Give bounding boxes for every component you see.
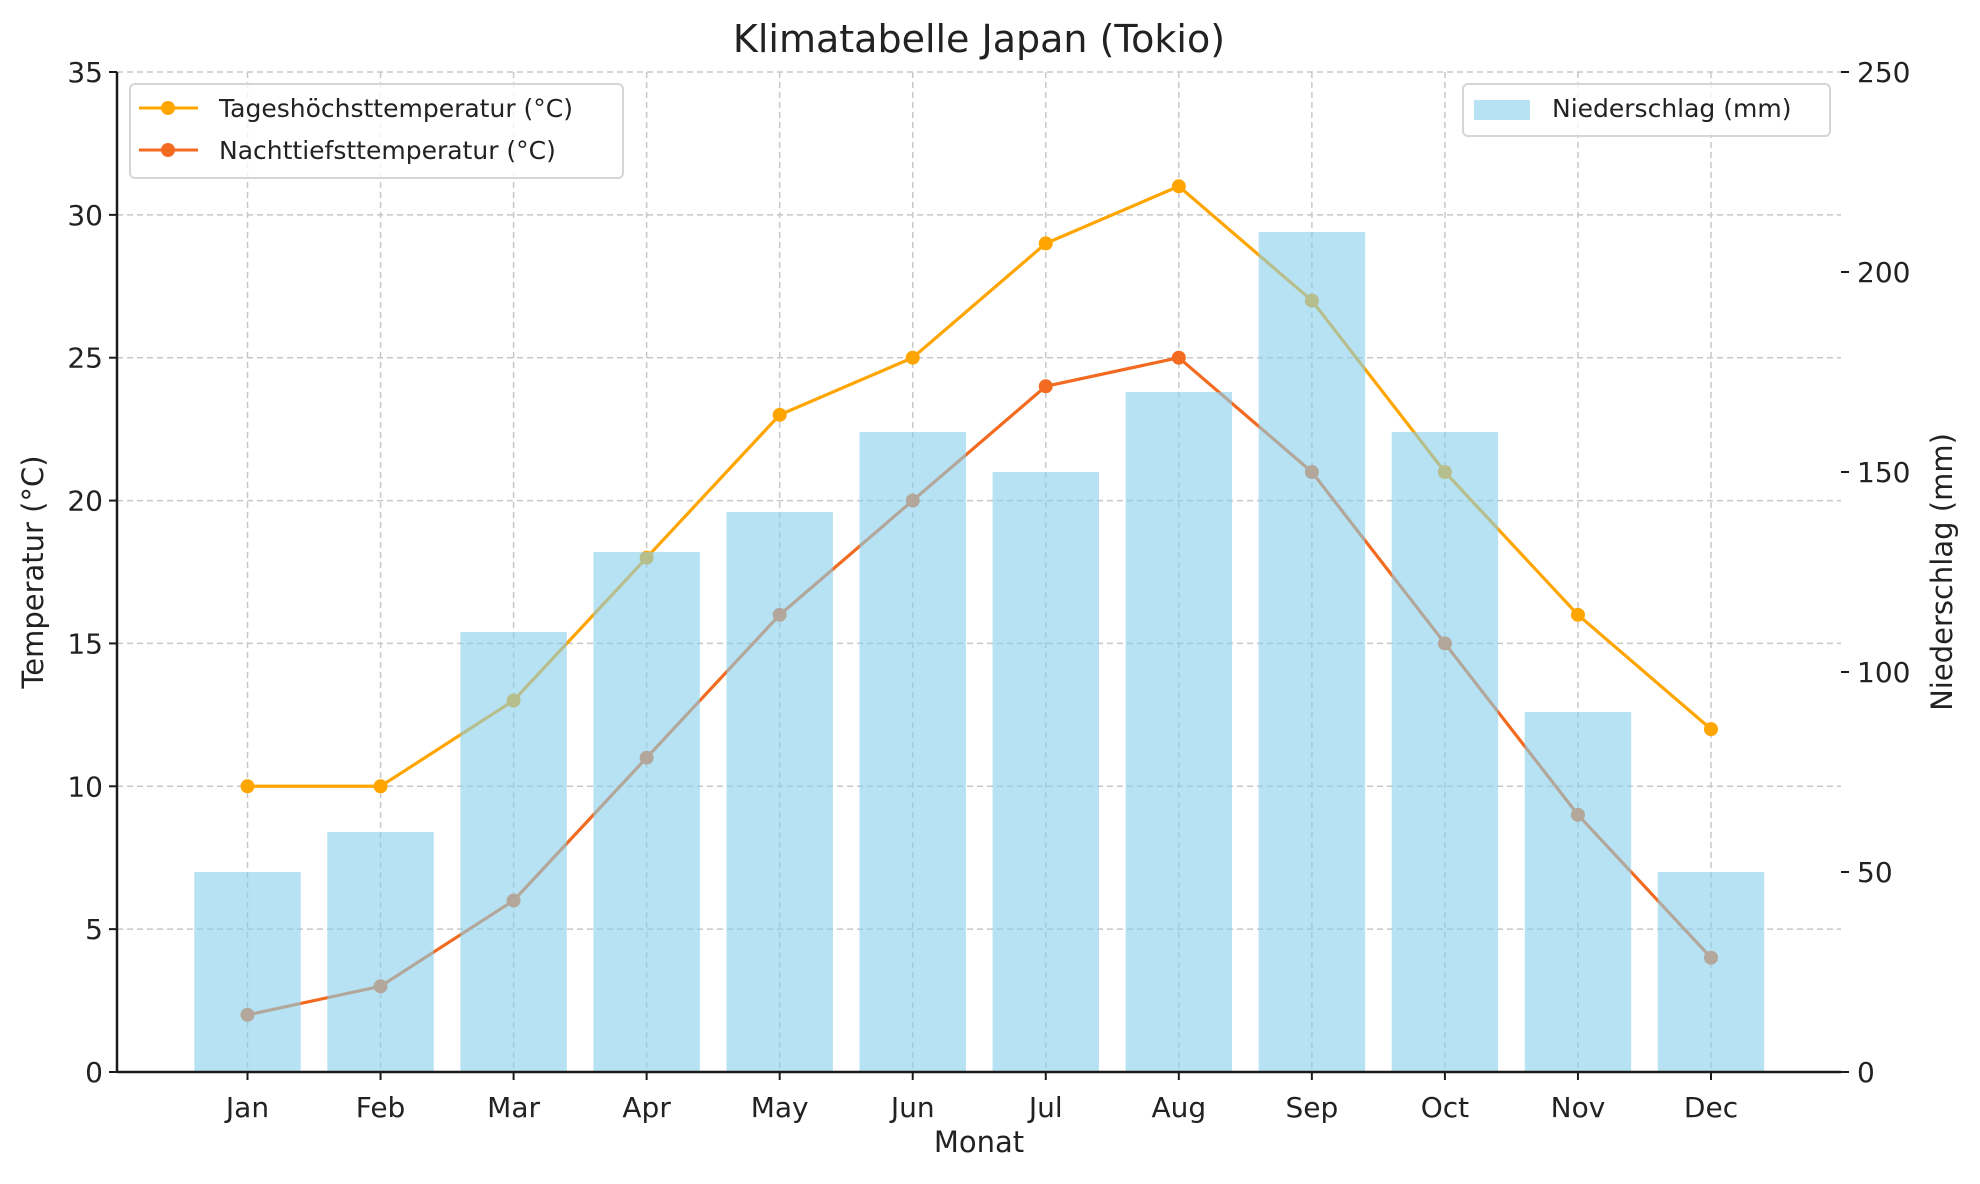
precipitation-bars	[194, 232, 1765, 1072]
bar-Sep	[1258, 232, 1366, 1072]
y-tick-label: 10	[67, 770, 103, 803]
data-point-0-Jun	[905, 350, 920, 365]
data-point-0-Jan	[240, 779, 255, 794]
legend-precipitation: Niederschlag (mm)	[1462, 83, 1831, 137]
bar-Mar	[460, 632, 567, 1072]
bar-Apr	[593, 552, 700, 1072]
data-point-0-Nov	[1570, 607, 1585, 622]
y-tick-label: 25	[67, 342, 103, 375]
x-tick-label-Jun: Jun	[889, 1091, 935, 1124]
x-tick-label-Nov: Nov	[1551, 1091, 1606, 1124]
data-point-1-Jul	[1038, 379, 1053, 394]
x-tick-label-Jul: Jul	[1027, 1091, 1063, 1124]
data-point-0-Feb	[373, 779, 388, 794]
x-tick-label-Mar: Mar	[487, 1091, 540, 1124]
x-tick-label-May: May	[751, 1091, 809, 1124]
legend-low-marker-icon	[161, 143, 175, 157]
bar-May	[726, 512, 833, 1072]
data-point-0-May	[772, 407, 787, 422]
legend-low-label: Nachttiefsttemperatur (°C)	[219, 136, 556, 165]
x-tick-label-Feb: Feb	[356, 1091, 406, 1124]
legend-temperature: Tageshöchsttemperatur (°C) Nachttiefstte…	[129, 83, 624, 179]
y2-tick-label: 250	[1857, 56, 1910, 89]
bar-Feb	[327, 832, 434, 1072]
data-point-0-Dec	[1704, 722, 1718, 737]
data-point-0-Jul	[1038, 236, 1053, 251]
x-tick-label-Oct: Oct	[1421, 1091, 1469, 1124]
y-tick-label: 35	[67, 56, 103, 89]
data-point-0-Aug	[1171, 179, 1186, 194]
bar-Dec	[1657, 872, 1765, 1072]
y2-axis-label: Niederschlag (mm)	[1925, 433, 1959, 711]
axes: 0 5 10 15 20 25 30 35 0 50 100 150 200 250 Jan Feb Mar Ap…	[67, 56, 1910, 1124]
x-tick-label-Jan: Jan	[224, 1091, 269, 1124]
y2-tick-label: 50	[1857, 856, 1893, 889]
chart-title: Klimatabelle Japan (Tokio)	[733, 17, 1225, 61]
y-axis-label: Temperatur (°C)	[16, 455, 50, 689]
x-tick-label-Dec: Dec	[1684, 1091, 1738, 1124]
legend-high-label: Tageshöchsttemperatur (°C)	[218, 94, 573, 123]
x-tick-label-Sep: Sep	[1285, 1091, 1338, 1124]
y2-tick-label: 150	[1857, 456, 1910, 489]
y2-tick-label: 100	[1857, 656, 1910, 689]
bar-Aug	[1125, 392, 1233, 1072]
y2-tick-label: 200	[1857, 256, 1910, 289]
y-tick-label: 5	[85, 913, 103, 946]
legend-precip-label: Niederschlag (mm)	[1552, 94, 1791, 123]
x-axis-label: Monat	[934, 1125, 1024, 1159]
y2-tick-label: 0	[1857, 1056, 1875, 1089]
x-tick-label-Apr: Apr	[622, 1091, 671, 1124]
bar-Jun	[859, 432, 966, 1072]
bar-Jan	[194, 872, 301, 1072]
y-tick-label: 15	[67, 627, 103, 660]
data-point-1-Aug	[1171, 350, 1186, 365]
bar-Nov	[1524, 712, 1632, 1072]
y-tick-label: 0	[85, 1056, 103, 1089]
y-tick-label: 30	[67, 199, 103, 232]
legend-precip-swatch-icon	[1474, 100, 1530, 120]
bar-Oct	[1391, 432, 1499, 1072]
y-tick-label: 20	[67, 485, 103, 518]
legend-high-marker-icon	[161, 101, 175, 115]
x-tick-label-Aug: Aug	[1151, 1091, 1206, 1124]
bar-Jul	[992, 472, 1099, 1072]
